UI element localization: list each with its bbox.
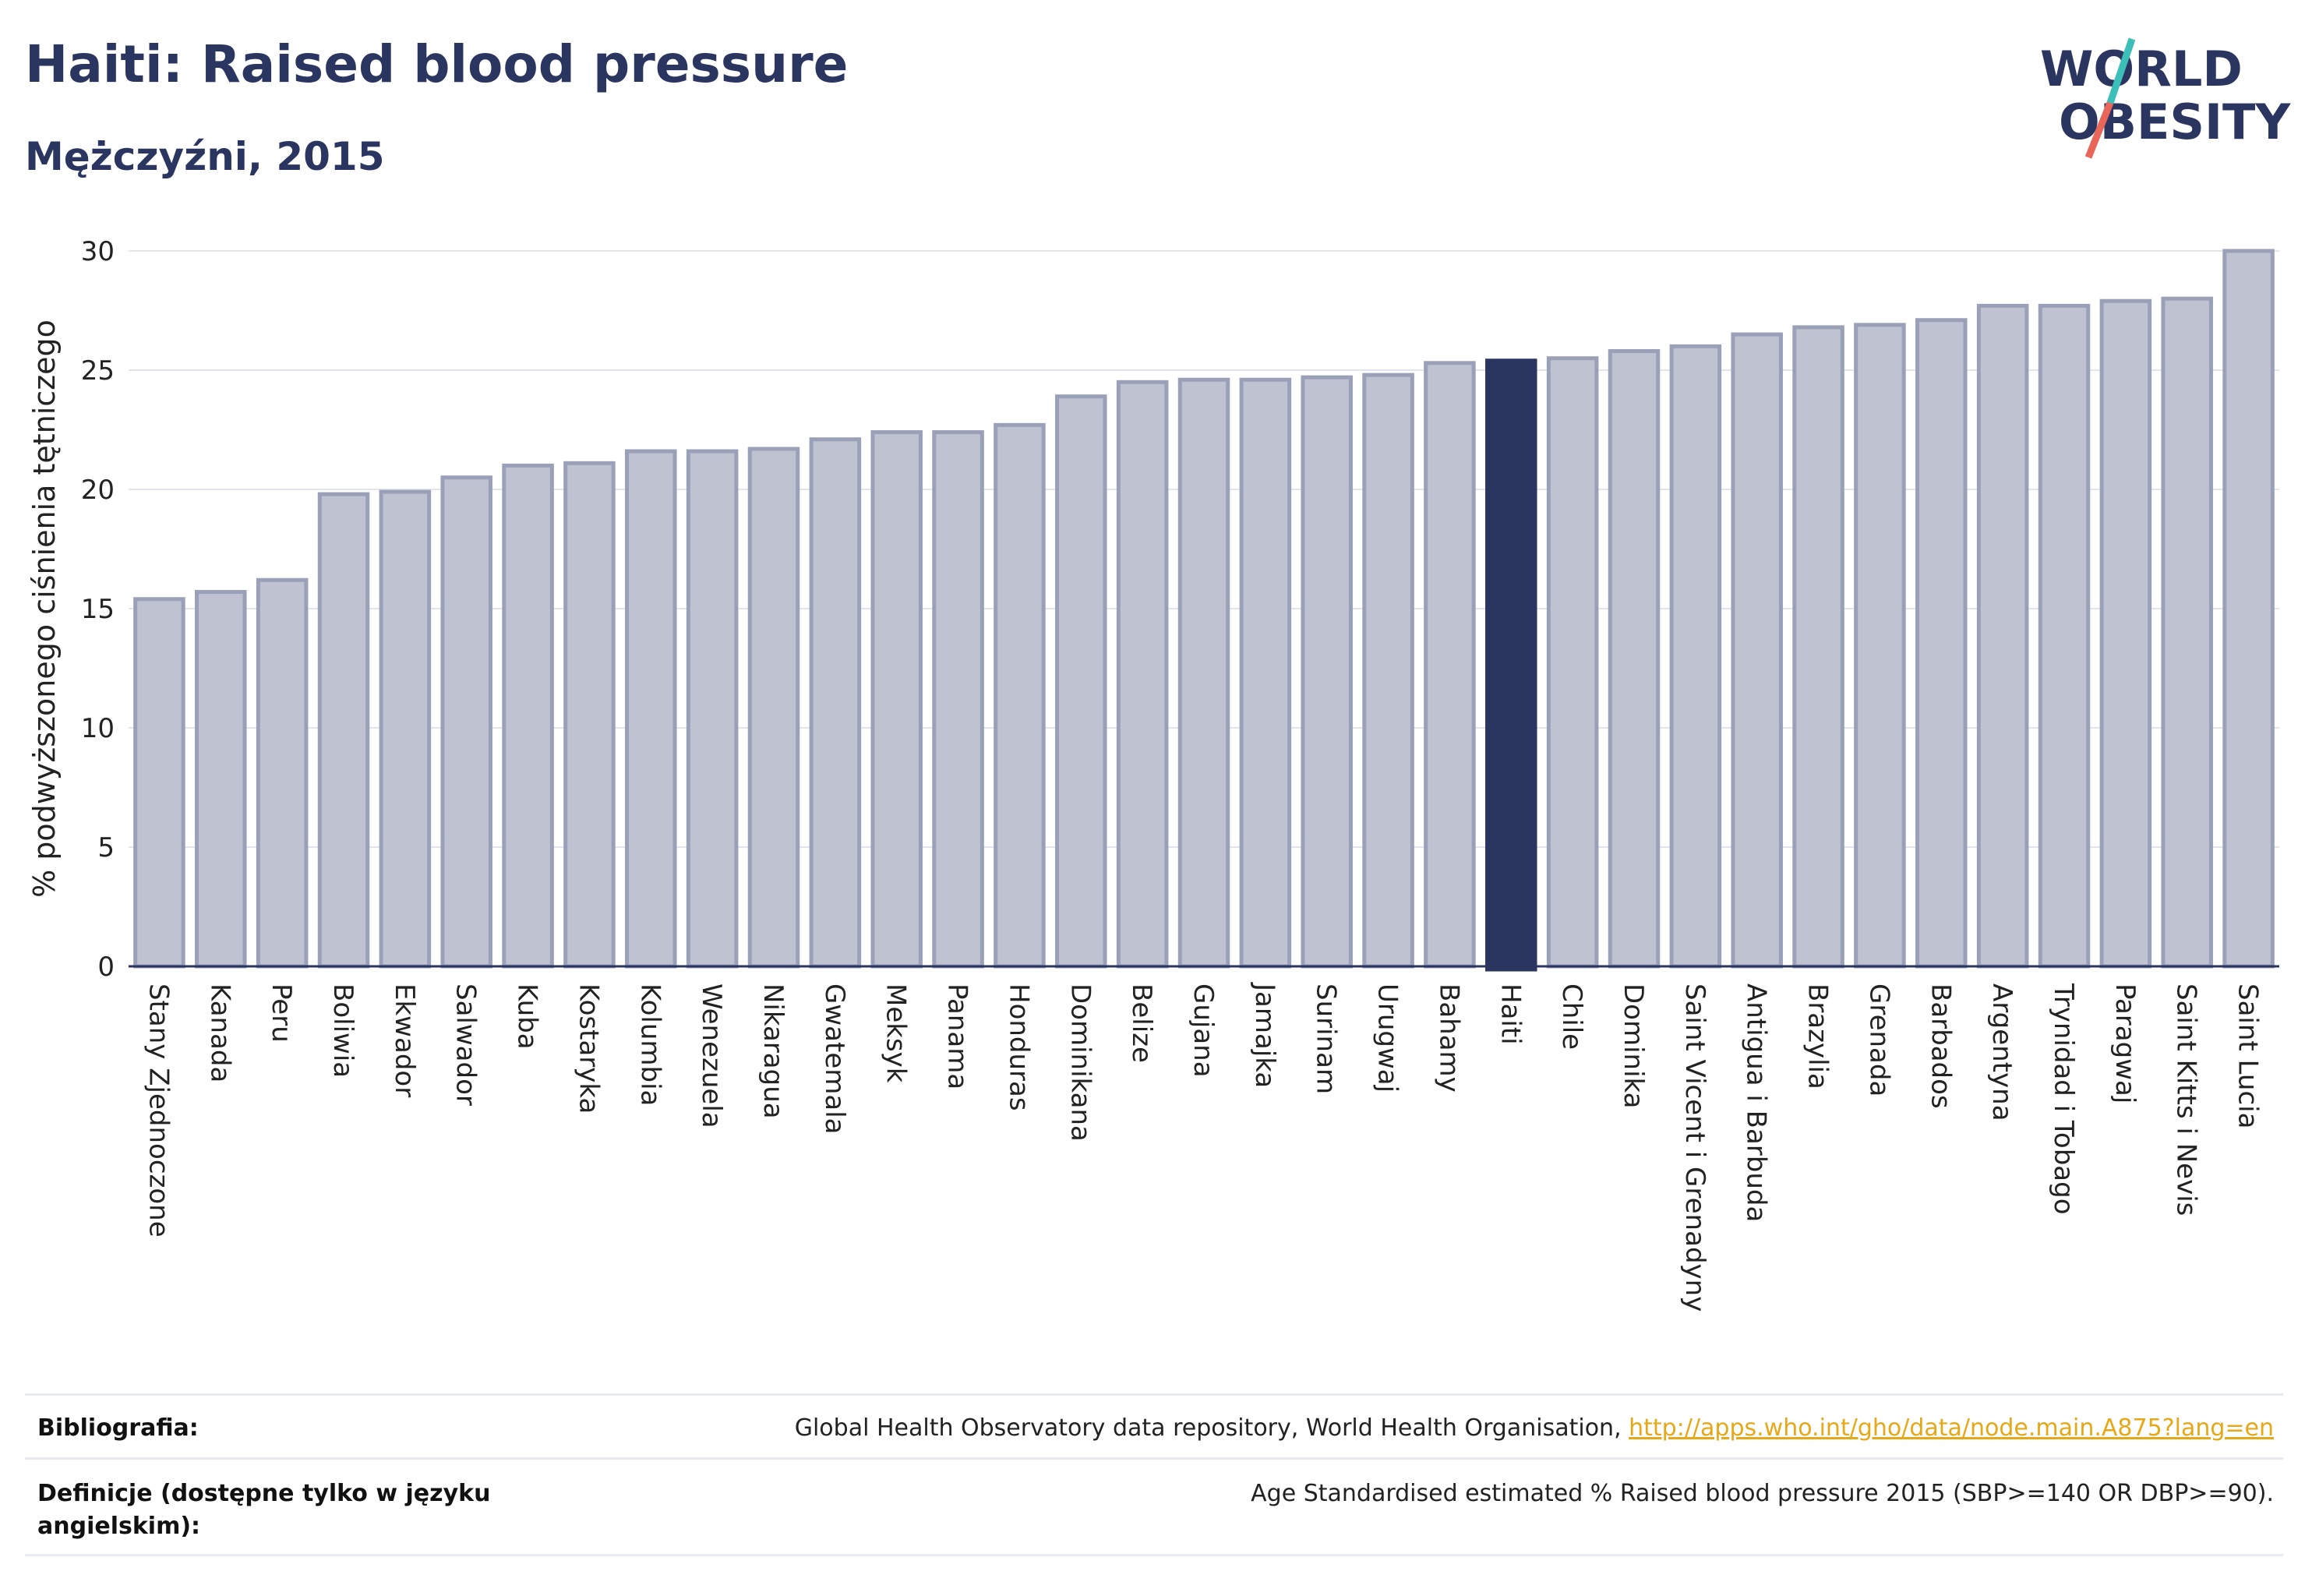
y-tick-label: 0 [97,952,115,983]
footer-divider-bottom [25,1554,2283,1556]
bar [809,437,862,969]
bar [1731,332,1783,969]
x-tick-label: Saint Lucia [2233,983,2264,1128]
bibliography-text: Global Health Observatory data repositor… [794,1414,1629,1442]
bar [932,430,984,969]
logo-slash-top [2106,37,2136,104]
x-tick-label: Brazylia [1802,983,1834,1089]
bar [133,597,185,969]
y-tick-label: 30 [81,236,115,267]
bar [1546,356,1599,969]
x-tick-label: Surinam [1311,983,1342,1094]
bar [1915,318,1968,969]
logo-slash-bottom [2084,101,2114,159]
x-tick-label: Chile [1556,983,1587,1050]
bar [625,449,677,969]
y-tick-label: 25 [81,355,115,387]
bar [195,590,247,969]
y-tick-label: 10 [81,713,115,744]
bar [1424,361,1476,969]
x-tick-label: Kolumbia [634,983,665,1106]
bar [994,422,1046,969]
x-tick-label: Boliwia [327,983,358,1078]
page-title: Haiti: Raised blood pressure [25,34,849,94]
x-tick-label: Belize [1126,983,1157,1063]
definitions-label-line1: Definicje (dostępne tylko w języku [37,1480,491,1507]
footer-divider-middle [25,1457,2283,1460]
x-tick-label: Dominika [1618,983,1649,1108]
bibliography-label: Bibliografia: [37,1414,199,1442]
bar [1608,349,1661,969]
bar-chart: 0 5 10 15 20 25 30 % podwyższonego ciśnienia tę… [27,236,2279,1312]
x-tick-label: Argentyna [1986,983,2017,1121]
bar [440,475,492,969]
bar [317,492,370,969]
x-tick-label: Wenezuela [696,983,727,1128]
bar [2038,303,2091,969]
bar [1239,377,1292,969]
x-tick-label: Barbados [1925,983,1956,1109]
x-tick-label: Haiti [1495,983,1526,1045]
bar-highlighted [1485,358,1537,972]
x-tick-label: Meksyk [881,983,912,1083]
bar [502,463,554,969]
bar [1177,377,1230,969]
x-tick-label: Kanada [204,983,235,1082]
bar [2161,296,2213,969]
x-tick-label: Urugwaj [1372,983,1403,1093]
y-tick-label: 5 [97,832,115,863]
bibliography-link[interactable]: http://apps.who.int/gho/data/node.main.A… [1629,1414,2274,1442]
bar [1055,394,1107,969]
bar [563,461,616,969]
footer-divider-top [25,1393,2283,1396]
bar [1362,373,1414,969]
definitions-label: Definicje (dostępne tylko w języku angie… [37,1478,490,1543]
x-tick-label: Paragwaj [2109,983,2141,1103]
bar [747,447,800,969]
x-tick-label: Grenada [1863,983,1894,1096]
bar [1301,375,1353,969]
x-tick-label: Bahamy [1433,983,1464,1093]
x-tick-label: Kuba [512,983,543,1050]
x-tick-label: Peru [266,983,297,1043]
bar [2222,249,2275,969]
bar [1854,323,1906,969]
bibliography-value: Global Health Observatory data repositor… [795,1412,2274,1445]
x-tick-label: Antigua i Barbuda [1741,983,1772,1222]
bar [1792,325,1844,969]
x-tick-label: Ekwador [389,983,420,1097]
x-tick-label: Trynidad i Tobago [2048,983,2079,1215]
x-tick-label: Saint Vicent i Grenadyny [1679,983,1710,1312]
x-tick-label: Panama [942,983,973,1089]
x-tick-label: Gujana [1188,983,1219,1078]
x-tick-label: Stany Zjednoczone [143,983,174,1238]
page-subtitle: Mężczyźni, 2015 [25,134,385,179]
bar [1116,380,1169,969]
bar [686,449,739,969]
x-tick-label: Saint Kitts i Nevis [2171,983,2202,1216]
y-tick-label: 20 [81,475,115,506]
x-tick-label: Nikaragua [757,983,789,1119]
bar [2099,298,2152,969]
bar [379,489,432,969]
bar [1976,303,2029,969]
bar [1669,344,1722,969]
x-tick-label: Kostaryka [573,983,604,1114]
y-tick-label: 15 [81,594,115,625]
bar [870,430,923,969]
world-obesity-logo: WORLD OBESITY [2040,37,2291,159]
definitions-value: Age Standardised estimated % Raised bloo… [1251,1480,2274,1507]
x-tick-label: Jamajka [1249,982,1280,1088]
bar [256,577,309,969]
x-tick-label: Honduras [1003,983,1034,1111]
y-axis-title: % podwyższonego ciśnienia tętniczego [27,320,62,898]
definitions-label-line2: angielskim): [37,1513,201,1540]
x-tick-label: Dominikana [1064,983,1096,1142]
x-tick-label: Salwador [450,983,482,1106]
x-tick-label: Gwatemala [819,983,850,1134]
logo-word-world: WORLD [2040,41,2243,97]
